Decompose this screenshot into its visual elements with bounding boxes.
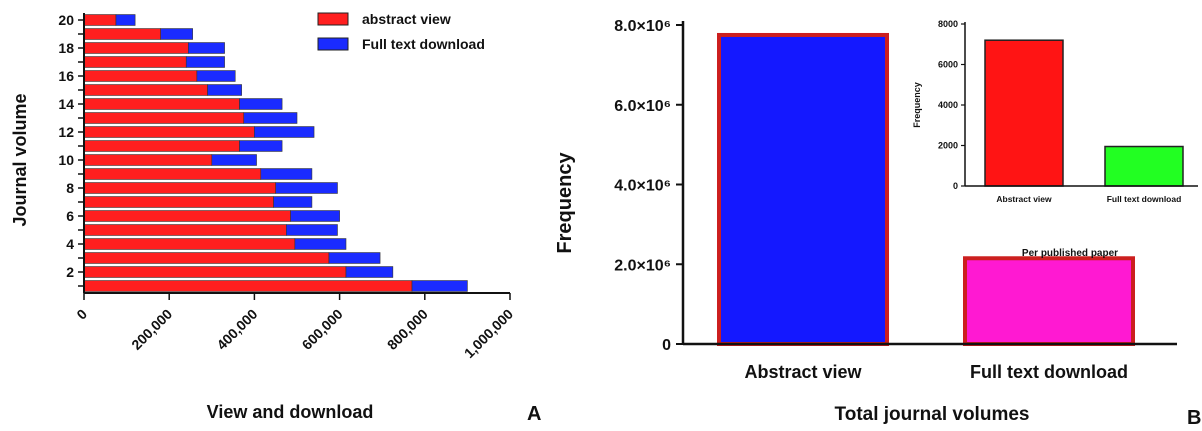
panel-b-bars: [717, 32, 1135, 346]
bar-abstract-view: [83, 196, 274, 208]
bar-abstract-view: [83, 98, 240, 110]
bar-full-text-download: [273, 196, 313, 208]
x-tick-label: 0: [73, 306, 90, 323]
bar-full-text-download: [188, 42, 225, 54]
panel-b-y-axis-title: Frequency: [554, 152, 576, 254]
inset-y-axis-title: Frequency: [912, 82, 922, 128]
x-tick-label: 400,000: [213, 306, 260, 353]
y-tick-label: 2.0×10⁶: [614, 257, 671, 274]
y-tick-label: 16: [58, 68, 74, 84]
bar-full-text-download: [286, 224, 338, 236]
x-category-label: Full text download: [970, 362, 1128, 382]
bar-abstract-view: [83, 84, 208, 96]
bar-abstract-view: [83, 210, 291, 222]
panel-b-chart: Abstract view Full text download 0 2.0×10⁶ 4…: [554, 18, 1201, 429]
bar-abstract-view: [83, 42, 189, 54]
bar-abstract-view: [83, 252, 330, 264]
y-tick-label: 2: [66, 264, 74, 280]
panel-a-label: A: [527, 403, 541, 425]
bar-full-text-download-total: [963, 256, 1135, 346]
y-tick-label: 10: [58, 152, 74, 168]
panel-a-x-axis-title: View and download: [207, 402, 374, 422]
bar-full-text-download: [345, 266, 394, 278]
bar-full-text-download: [243, 112, 298, 124]
bar-full-text-download: [239, 98, 283, 110]
bar-full-text-download: [260, 168, 313, 180]
bar-abstract-view: [83, 154, 213, 166]
x-category-label: Abstract view: [744, 362, 862, 382]
y-tick-label: 18: [58, 40, 74, 56]
inset-x-axis-title: Per published paper: [1022, 248, 1118, 259]
inset-bar-abstract-view: [984, 39, 1064, 187]
x-tick-label: 1,000,000: [461, 306, 517, 362]
y-tick-label: 4.0×10⁶: [614, 178, 671, 195]
bar-abstract-view: [83, 14, 117, 26]
x-tick-label: 800,000: [384, 306, 431, 353]
inset-y-tick-label: 0: [953, 181, 958, 191]
bar-abstract-view: [83, 266, 347, 278]
inset-y-tick-label: 6000: [938, 60, 958, 70]
bar-abstract-view: [83, 28, 161, 40]
bar-full-text-download: [160, 28, 193, 40]
bar-full-text-download: [115, 14, 136, 26]
bar-abstract-view: [83, 56, 187, 68]
inset-chart: Abstract view Full text download 0 2000 4000…: [912, 19, 1198, 259]
bar-full-text-download: [254, 126, 315, 138]
bar-abstract-view: [83, 224, 287, 236]
y-tick-label: 8: [66, 180, 74, 196]
y-tick-label: 12: [58, 124, 74, 140]
bar-abstract-view: [83, 112, 245, 124]
inset-axes: Abstract view Full text download 0 2000 4000…: [938, 19, 1198, 204]
inset-x-category-label: Full text download: [1107, 194, 1182, 204]
inset-y-tick-label: 2000: [938, 141, 958, 151]
bar-full-text-download: [211, 154, 257, 166]
legend-label-fulltext: Full text download: [362, 36, 485, 52]
panel-a-bars: [83, 14, 468, 292]
bar-abstract-view-total: [717, 32, 889, 346]
panel-b-axes: Abstract view Full text download 0 2.0×10⁶ 4…: [614, 18, 1177, 382]
y-tick-label: 6.0×10⁶: [614, 98, 671, 115]
inset-y-tick-label: 8000: [938, 19, 958, 29]
y-tick-label: 8.0×10⁶: [614, 18, 671, 35]
bar-abstract-view: [83, 182, 276, 194]
x-tick-label: 200,000: [128, 306, 175, 353]
bar-full-text-download: [207, 84, 242, 96]
y-tick-label: 6: [66, 208, 74, 224]
panel-a-legend: abstract view Full text download: [317, 11, 485, 52]
bar-abstract-view: [83, 70, 198, 82]
bar-abstract-view: [83, 140, 240, 152]
panel-a-chart: 2 4 6 8 10 12 14 16 18 20 0 200,000 400,000 600,000 80…: [10, 11, 541, 425]
bar-full-text-download: [239, 140, 283, 152]
bar-abstract-view: [83, 238, 296, 250]
y-tick-label: 0: [662, 337, 671, 354]
legend-swatch-abstract: [317, 12, 349, 26]
x-tick-label: 600,000: [299, 306, 346, 353]
bar-full-text-download: [411, 280, 468, 292]
inset-y-tick-label: 4000: [938, 100, 958, 110]
legend-swatch-fulltext: [317, 37, 349, 51]
panel-a-y-axis-title: Journal volume: [10, 93, 30, 226]
bar-abstract-view: [83, 168, 262, 180]
legend-label-abstract: abstract view: [362, 11, 451, 27]
bar-full-text-download: [275, 182, 338, 194]
y-tick-label: 20: [58, 12, 74, 28]
bar-full-text-download: [294, 238, 347, 250]
inset-bar-full-text-download: [1104, 145, 1184, 187]
y-tick-label: 4: [66, 236, 74, 252]
bar-full-text-download: [290, 210, 340, 222]
panel-b-label: B: [1187, 407, 1201, 429]
panel-b-x-axis-title: Total journal volumes: [835, 404, 1030, 425]
bar-full-text-download: [328, 252, 381, 264]
bar-abstract-view: [83, 126, 255, 138]
inset-bars: [984, 39, 1184, 187]
bar-full-text-download: [196, 70, 236, 82]
y-tick-label: 14: [58, 96, 74, 112]
bar-full-text-download: [185, 56, 225, 68]
inset-x-category-label: Abstract view: [996, 194, 1052, 204]
bar-abstract-view: [83, 280, 413, 292]
